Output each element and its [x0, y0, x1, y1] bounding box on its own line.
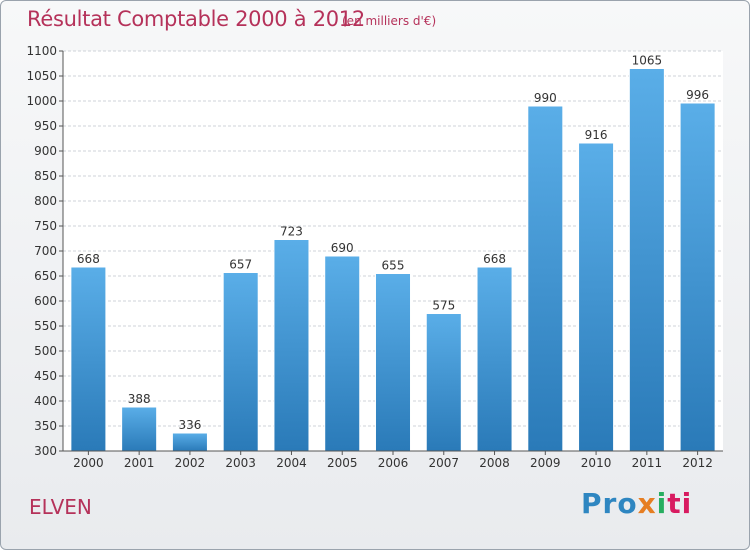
y-tick-label: 600	[34, 294, 57, 308]
logo-part: ti	[667, 487, 693, 520]
bar	[476, 266, 513, 452]
x-tick-label: 2007	[428, 456, 459, 470]
y-tick-label: 750	[34, 219, 57, 233]
y-axis-ticks: 300 350 400 450 500 550 600 650 700 750 800 850 900 9…	[26, 44, 63, 458]
bar	[527, 105, 564, 452]
bar	[121, 406, 158, 452]
y-tick-label: 450	[34, 369, 57, 383]
data-label: 657	[229, 258, 252, 272]
data-label: 388	[128, 392, 151, 406]
y-tick-label: 500	[34, 344, 57, 358]
y-tick-label: 700	[34, 244, 57, 258]
y-tick-label: 300	[34, 444, 57, 458]
y-tick-label: 350	[34, 419, 57, 433]
data-label: 668	[483, 252, 506, 266]
chart-title: Résultat Comptable 2000 à 2012	[27, 7, 365, 31]
logo-part: x	[637, 487, 657, 520]
x-tick-label: 2003	[225, 456, 256, 470]
x-tick-label: 2000	[73, 456, 104, 470]
data-labels: 668 388 336 657 723 690 655 575 668 990 916 1065 996	[77, 54, 709, 433]
x-tick-label: 2002	[175, 456, 206, 470]
x-tick-label: 2008	[479, 456, 510, 470]
y-tick-label: 800	[34, 194, 57, 208]
data-label: 723	[280, 225, 303, 239]
y-tick-label: 400	[34, 394, 57, 408]
data-label: 668	[77, 252, 100, 266]
data-label: 655	[382, 259, 405, 273]
y-tick-label: 650	[34, 269, 57, 283]
bar	[324, 255, 361, 452]
data-label: 575	[432, 299, 455, 313]
y-tick-label: 1000	[26, 94, 57, 108]
y-tick-label: 550	[34, 319, 57, 333]
place-name: ELVEN	[29, 495, 92, 519]
x-tick-label: 2005	[327, 456, 358, 470]
y-tick-label: 950	[34, 119, 57, 133]
y-tick-label: 900	[34, 144, 57, 158]
bar	[222, 272, 259, 452]
x-tick-label: 2011	[632, 456, 663, 470]
bar	[679, 102, 716, 452]
bar	[425, 313, 462, 452]
x-tick-label: 2010	[581, 456, 612, 470]
data-label: 996	[686, 88, 709, 102]
data-label: 336	[178, 418, 201, 432]
bar	[273, 239, 310, 452]
data-label: 916	[585, 128, 608, 142]
data-label: 690	[331, 241, 354, 255]
x-tick-label: 2004	[276, 456, 307, 470]
x-tick-label: 2006	[378, 456, 409, 470]
x-tick-label: 2012	[682, 456, 713, 470]
bar	[578, 142, 615, 452]
x-axis-ticks: 2000 2001 2002 2003 2004 2005 2006 2007 2008 2009…	[73, 451, 713, 470]
bar	[171, 432, 208, 452]
x-tick-label: 2001	[124, 456, 155, 470]
data-label: 990	[534, 91, 557, 105]
chart-subtitle: (en milliers d'€)	[342, 14, 437, 28]
y-tick-label: 1050	[26, 69, 57, 83]
logo-part: i	[656, 487, 668, 520]
bar	[628, 68, 665, 452]
y-tick-label: 850	[34, 169, 57, 183]
data-label: 1065	[632, 54, 663, 68]
logo-part: Pro	[581, 487, 638, 520]
bar	[70, 266, 107, 452]
x-tick-label: 2009	[530, 456, 561, 470]
proxiti-logo: Proxiti	[581, 487, 692, 520]
y-tick-label: 1100	[26, 44, 57, 58]
bar	[374, 273, 412, 452]
